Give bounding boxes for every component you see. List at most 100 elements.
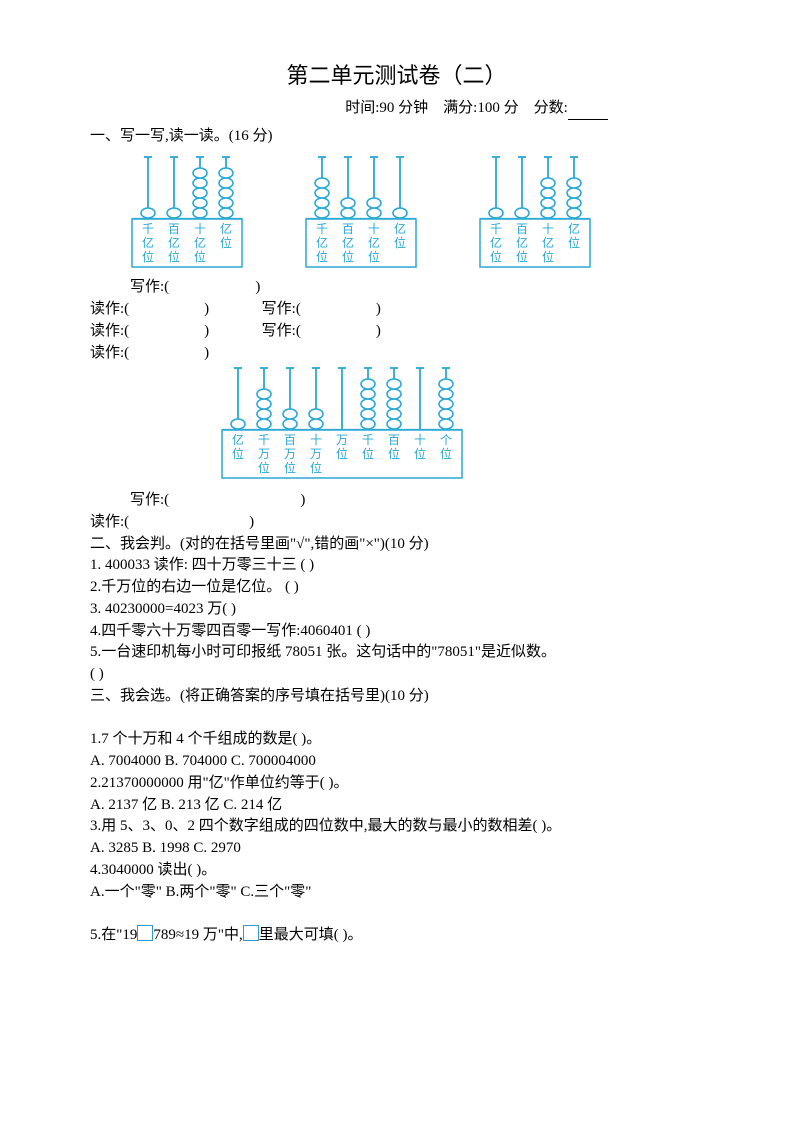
section3-heading: 三、我会选。(将正确答案的序号填在括号里)(10 分) <box>90 686 703 708</box>
svg-text:千: 千 <box>362 433 374 447</box>
s2-q5b: ( ) <box>90 664 703 686</box>
svg-text:亿: 亿 <box>568 221 580 236</box>
svg-text:万: 万 <box>258 447 270 461</box>
svg-text:亿: 亿 <box>194 235 206 250</box>
svg-text:位: 位 <box>440 446 452 461</box>
svg-text:亿: 亿 <box>142 235 154 250</box>
svg-text:位: 位 <box>394 235 406 250</box>
write-label: 写作:( <box>130 279 169 295</box>
svg-text:位: 位 <box>232 446 244 461</box>
s3-q1-opts: A. 7004000 B. 704000 C. 700004000 <box>90 751 703 773</box>
read-write-line-1: 读作:( ) 写作:( ) <box>90 299 703 321</box>
svg-text:十: 十 <box>194 222 206 236</box>
s3-q1: 1.7 个十万和 4 个千组成的数是( )。 <box>90 729 703 751</box>
section2-heading: 二、我会判。(对的在括号里画"√",错的画"×")(10 分) <box>90 534 703 556</box>
write-label-4: 写作:( <box>130 492 169 508</box>
read-label: 读作:( <box>90 301 129 317</box>
svg-text:十: 十 <box>542 222 554 236</box>
s3-q5: 5.在"19789≈19 万"中,里最大可填( )。 <box>90 925 703 947</box>
svg-text:位: 位 <box>142 249 154 264</box>
section1-heading: 一、写一写,读一读。(16 分) <box>90 126 703 148</box>
svg-text:百: 百 <box>284 433 296 447</box>
svg-text:万: 万 <box>310 447 322 461</box>
svg-text:位: 位 <box>490 249 502 264</box>
write-end-2: ) <box>376 301 381 317</box>
svg-text:千: 千 <box>142 222 154 236</box>
svg-text:位: 位 <box>342 249 354 264</box>
svg-text:亿: 亿 <box>490 235 502 250</box>
svg-text:位: 位 <box>542 249 554 264</box>
svg-text:千: 千 <box>490 222 502 236</box>
write-line-4: 写作:( ) <box>90 490 703 512</box>
read-line-4: 读作:( ) <box>90 512 703 534</box>
s2-q3: 3. 40230000=4023 万( ) <box>90 599 703 621</box>
abacus-2: 千亿位百亿位十亿位亿位 <box>304 153 418 271</box>
s3-q4: 4.3040000 读出( )。 <box>90 860 703 882</box>
svg-text:位: 位 <box>362 446 374 461</box>
abacus-1: 千亿位百亿位十亿位亿位 <box>130 153 244 271</box>
svg-text:亿: 亿 <box>368 235 380 250</box>
s2-q5a: 5.一台速印机每小时可印报纸 78051 张。这句话中的"78051"是近似数。 <box>90 642 703 664</box>
svg-text:亿: 亿 <box>342 235 354 250</box>
s3-q5-c: 里最大可填( )。 <box>259 927 363 943</box>
svg-text:亿: 亿 <box>168 235 180 250</box>
read-write-line-2: 读作:( ) 写作:( ) <box>90 321 703 343</box>
svg-text:万: 万 <box>284 447 296 461</box>
svg-text:位: 位 <box>284 460 296 475</box>
s3-q5-b: 789≈19 万"中, <box>153 927 242 943</box>
svg-text:位: 位 <box>516 249 528 264</box>
svg-text:位: 位 <box>310 460 322 475</box>
svg-text:位: 位 <box>568 235 580 250</box>
read-end-3: ) <box>204 345 209 361</box>
svg-text:千: 千 <box>258 433 270 447</box>
svg-text:位: 位 <box>368 249 380 264</box>
read-end: ) <box>204 301 209 317</box>
s2-q1: 1. 400033 读作: 四十万零三十三 ( ) <box>90 555 703 577</box>
write-line-1: 写作:( ) <box>90 277 703 299</box>
svg-text:亿: 亿 <box>220 221 232 236</box>
svg-text:亿: 亿 <box>516 235 528 250</box>
time-label: 时间:90 分钟 <box>345 100 428 116</box>
svg-text:位: 位 <box>414 446 426 461</box>
svg-text:位: 位 <box>316 249 328 264</box>
s2-q2: 2.千万位的右边一位是亿位。 ( ) <box>90 577 703 599</box>
svg-text:亿: 亿 <box>232 432 244 447</box>
blank-box-icon[interactable] <box>243 925 259 941</box>
s2-q4: 4.四千零六十万零四百零一写作:4060401 ( ) <box>90 621 703 643</box>
page-title: 第二单元测试卷（二） <box>90 60 703 92</box>
write-end: ) <box>255 279 260 295</box>
meta-line: 时间:90 分钟 满分:100 分 分数: <box>90 98 703 120</box>
read-end-2: ) <box>204 323 209 339</box>
svg-text:位: 位 <box>220 235 232 250</box>
read-label-4: 读作:( <box>90 514 129 530</box>
write-label-3: 写作:( <box>262 323 301 339</box>
abacus-3: 千亿位百亿位十亿位亿位 <box>478 153 592 271</box>
svg-text:百: 百 <box>388 433 400 447</box>
blank-box-icon[interactable] <box>137 925 153 941</box>
write-end-4: ) <box>300 492 305 508</box>
svg-text:位: 位 <box>258 460 270 475</box>
score-blank[interactable] <box>568 119 608 120</box>
svg-text:千: 千 <box>316 222 328 236</box>
read-label-2: 读作:( <box>90 323 129 339</box>
svg-text:个: 个 <box>440 433 452 447</box>
write-end-3: ) <box>376 323 381 339</box>
abacus-row-2: 亿位千万位百万位十万位万位千位百位十位个位 <box>220 364 703 490</box>
s3-q4-opts: A.一个"零" B.两个"零" C.三个"零" <box>90 882 703 904</box>
svg-text:位: 位 <box>168 249 180 264</box>
read-end-4: ) <box>249 514 254 530</box>
read-label-3: 读作:( <box>90 345 129 361</box>
score-label: 分数: <box>534 100 568 116</box>
s3-q3-opts: A. 3285 B. 1998 C. 2970 <box>90 838 703 860</box>
svg-text:亿: 亿 <box>542 235 554 250</box>
svg-text:百: 百 <box>516 222 528 236</box>
s3-q2: 2.21370000000 用"亿"作单位约等于( )。 <box>90 773 703 795</box>
svg-text:十: 十 <box>414 433 426 447</box>
s3-q2-opts: A. 2137 亿 B. 213 亿 C. 214 亿 <box>90 795 703 817</box>
s3-q3: 3.用 5、3、0、2 四个数字组成的四位数中,最大的数与最小的数相差( )。 <box>90 816 703 838</box>
fullmark-label: 满分:100 分 <box>443 100 518 116</box>
svg-text:十: 十 <box>310 433 322 447</box>
svg-text:百: 百 <box>342 222 354 236</box>
svg-text:位: 位 <box>194 249 206 264</box>
write-label-2: 写作:( <box>262 301 301 317</box>
